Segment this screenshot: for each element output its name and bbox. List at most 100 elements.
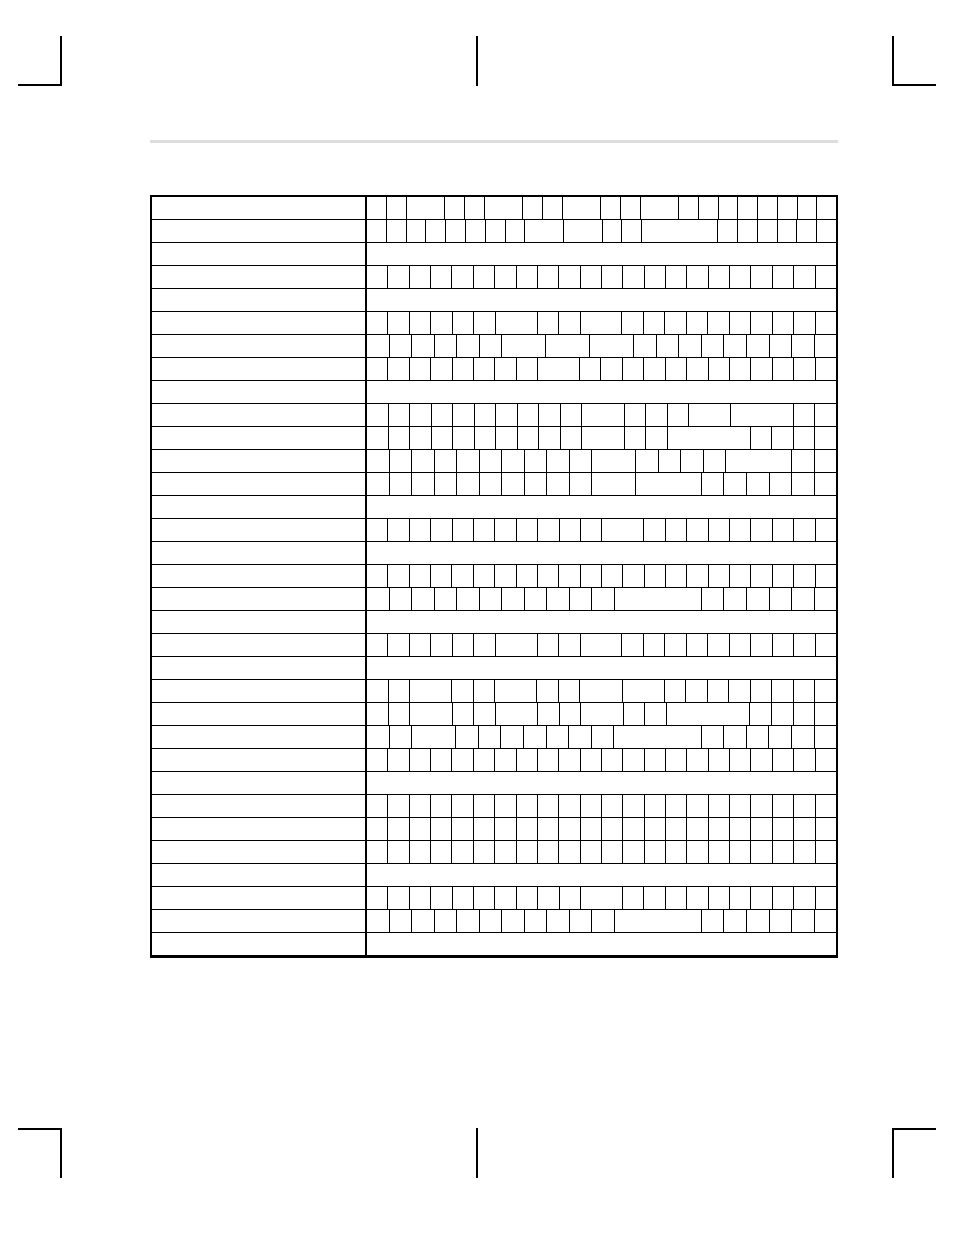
form-cell[interactable] xyxy=(815,473,837,495)
form-cell[interactable] xyxy=(452,680,474,702)
form-cell[interactable] xyxy=(702,588,725,610)
form-cell[interactable] xyxy=(559,795,580,817)
form-cell[interactable] xyxy=(708,634,729,656)
form-cell[interactable] xyxy=(709,887,730,909)
form-cell[interactable] xyxy=(724,910,747,932)
form-cell[interactable] xyxy=(518,427,540,449)
form-cell[interactable] xyxy=(667,703,751,725)
form-cell[interactable] xyxy=(581,519,602,541)
form-cell[interactable] xyxy=(367,473,390,495)
form-cell[interactable] xyxy=(547,588,570,610)
form-cell[interactable] xyxy=(817,220,836,242)
form-cell[interactable] xyxy=(751,818,772,840)
form-cell[interactable] xyxy=(367,887,388,909)
form-cell[interactable] xyxy=(636,450,659,472)
form-cell[interactable] xyxy=(390,910,413,932)
form-cell[interactable] xyxy=(794,358,815,380)
form-cell[interactable] xyxy=(475,404,497,426)
form-cell[interactable] xyxy=(410,887,431,909)
form-cell[interactable] xyxy=(687,312,708,334)
form-cell[interactable] xyxy=(410,266,431,288)
form-cell[interactable] xyxy=(474,680,496,702)
form-cell[interactable] xyxy=(547,726,570,748)
form-cell[interactable] xyxy=(506,220,526,242)
form-cell[interactable] xyxy=(592,910,615,932)
form-cell[interactable] xyxy=(646,427,668,449)
form-cell[interactable] xyxy=(495,519,516,541)
form-cell[interactable] xyxy=(367,841,388,863)
form-cell[interactable] xyxy=(474,358,495,380)
form-cell[interactable] xyxy=(634,335,657,357)
form-cell[interactable] xyxy=(547,473,570,495)
form-cell[interactable] xyxy=(581,312,623,334)
form-cell[interactable] xyxy=(387,197,407,219)
form-cell[interactable] xyxy=(687,266,708,288)
form-cell[interactable] xyxy=(410,795,431,817)
form-cell[interactable] xyxy=(751,427,773,449)
form-cell[interactable] xyxy=(517,887,538,909)
form-cell[interactable] xyxy=(502,473,525,495)
form-cell[interactable] xyxy=(772,427,794,449)
form-cell[interactable] xyxy=(709,749,730,771)
form-cell[interactable] xyxy=(642,220,718,242)
form-cell[interactable] xyxy=(581,795,602,817)
form-cell[interactable] xyxy=(407,197,446,219)
form-cell[interactable] xyxy=(453,519,474,541)
form-cell[interactable] xyxy=(495,749,516,771)
form-cell[interactable] xyxy=(794,404,816,426)
form-cell[interactable] xyxy=(730,887,751,909)
form-cell[interactable] xyxy=(538,795,559,817)
form-cell[interactable] xyxy=(794,749,815,771)
form-cell[interactable] xyxy=(570,588,593,610)
form-cell[interactable] xyxy=(474,703,496,725)
form-cell[interactable] xyxy=(815,680,836,702)
form-cell[interactable] xyxy=(815,427,836,449)
form-cell[interactable] xyxy=(625,427,647,449)
form-cell[interactable] xyxy=(747,335,770,357)
form-cell[interactable] xyxy=(410,818,431,840)
form-cell[interactable] xyxy=(453,404,475,426)
form-cell[interactable] xyxy=(747,726,770,748)
form-cell[interactable] xyxy=(751,841,772,863)
form-cell[interactable] xyxy=(367,795,388,817)
form-cell[interactable] xyxy=(581,887,623,909)
form-cell[interactable] xyxy=(797,220,817,242)
form-cell[interactable] xyxy=(465,197,485,219)
form-cell[interactable] xyxy=(485,197,524,219)
form-cell[interactable] xyxy=(518,404,540,426)
form-cell[interactable] xyxy=(389,703,411,725)
form-cell[interactable] xyxy=(431,634,452,656)
form-cell[interactable] xyxy=(475,427,497,449)
form-cell[interactable] xyxy=(747,910,770,932)
form-cell[interactable] xyxy=(435,910,458,932)
form-cell[interactable] xyxy=(621,197,641,219)
form-cell[interactable] xyxy=(726,450,792,472)
form-cell[interactable] xyxy=(517,565,538,587)
form-cell[interactable] xyxy=(751,358,772,380)
form-cell[interactable] xyxy=(751,795,772,817)
form-cell[interactable] xyxy=(709,519,730,541)
form-cell[interactable] xyxy=(431,358,452,380)
form-cell[interactable] xyxy=(747,588,770,610)
form-cell[interactable] xyxy=(525,910,548,932)
form-cell[interactable] xyxy=(560,887,581,909)
form-cell[interactable] xyxy=(815,450,837,472)
form-cell[interactable] xyxy=(388,818,409,840)
form-cell[interactable] xyxy=(687,519,708,541)
form-cell[interactable] xyxy=(624,703,646,725)
form-cell[interactable] xyxy=(474,818,495,840)
form-cell[interactable] xyxy=(480,910,503,932)
form-cell[interactable] xyxy=(388,266,409,288)
form-cell[interactable] xyxy=(772,703,794,725)
form-cell[interactable] xyxy=(367,312,388,334)
form-cell[interactable] xyxy=(602,795,623,817)
form-cell[interactable] xyxy=(794,680,816,702)
form-cell[interactable] xyxy=(792,588,815,610)
form-cell[interactable] xyxy=(747,473,770,495)
form-cell[interactable] xyxy=(582,404,624,426)
form-cell[interactable] xyxy=(457,450,480,472)
form-cell[interactable] xyxy=(559,266,580,288)
form-cell[interactable] xyxy=(412,726,456,748)
form-cell[interactable] xyxy=(496,634,538,656)
form-cell[interactable] xyxy=(435,473,458,495)
